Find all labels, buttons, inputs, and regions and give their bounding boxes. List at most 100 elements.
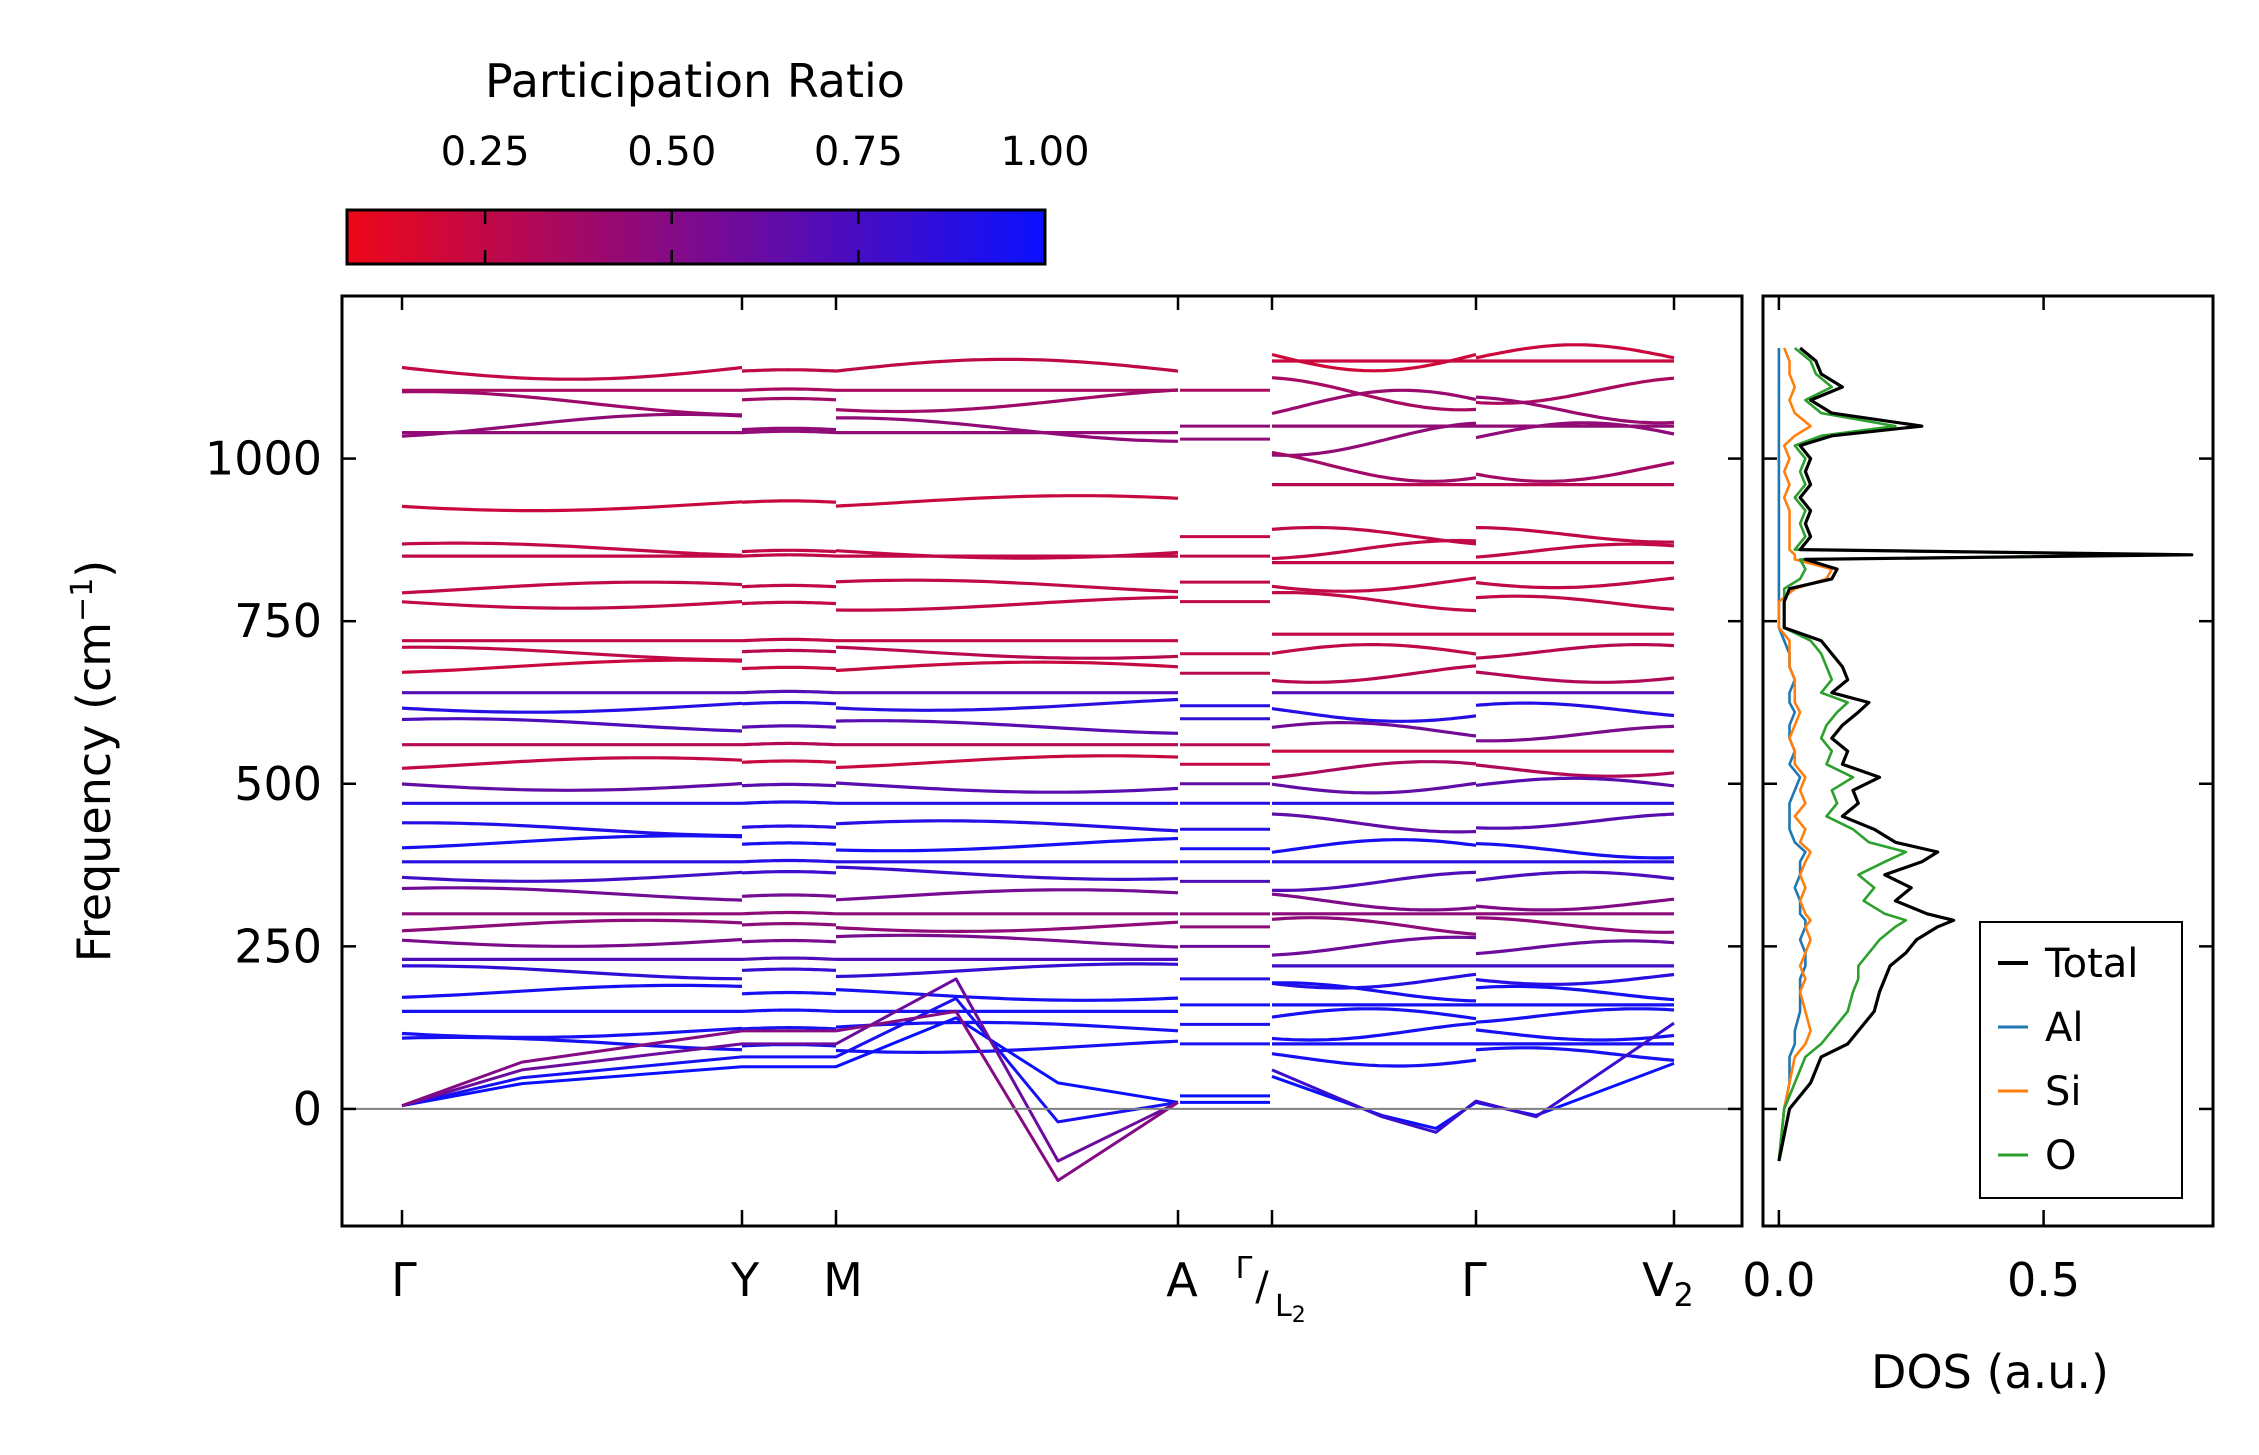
band-line	[401, 937, 743, 948]
band-line	[401, 717, 743, 733]
band-line	[835, 888, 1179, 902]
band-line	[835, 357, 1179, 373]
tick-label-a: A	[1166, 1253, 1198, 1307]
tick-label-l: L2	[1275, 1289, 1306, 1328]
band-line	[1271, 450, 1477, 483]
y-tick-label: 500	[234, 757, 322, 811]
dos-x-ticks: 0.0 0.5	[1742, 296, 2080, 1307]
band-line	[835, 660, 1179, 673]
band-line	[835, 920, 1179, 933]
band-line	[401, 870, 743, 883]
y-axis-title-close: )	[67, 560, 121, 578]
band-line	[1271, 892, 1477, 912]
dos-panel: 0.0 0.5 DOS (a.u.) Total Al Si O	[1742, 294, 2215, 1399]
band-line	[401, 918, 743, 933]
band-line	[1475, 576, 1675, 590]
band-line	[741, 893, 837, 898]
tick-label-gamma: Γ	[391, 1253, 417, 1307]
band-line	[1271, 972, 1477, 990]
colorbar-gradient	[345, 208, 1047, 266]
band-line	[741, 600, 837, 606]
band-line	[741, 548, 837, 554]
band-line	[741, 583, 837, 589]
band-line	[741, 841, 837, 846]
band-line	[835, 494, 1179, 508]
band-line	[741, 1008, 837, 1013]
dos-y-ticks	[1763, 457, 2213, 1111]
band-line	[741, 824, 837, 829]
band-line	[835, 697, 1179, 712]
band-line	[835, 781, 1179, 794]
band-line	[1475, 421, 1675, 440]
dos-x-axis-title: DOS (a.u.)	[1871, 1345, 2109, 1399]
band-line	[835, 754, 1179, 770]
band-line	[1475, 763, 1675, 778]
colorbar-title: Participation Ratio	[485, 54, 905, 108]
band-line	[1271, 576, 1477, 593]
band-line	[1475, 812, 1675, 830]
tick-label-v-main: V	[1642, 1253, 1674, 1307]
phonon-bands	[401, 343, 1675, 1182]
band-line	[1475, 670, 1675, 684]
band-line	[1271, 643, 1477, 656]
dispersion-frame	[340, 294, 1744, 1228]
band-line	[741, 553, 837, 558]
band-line	[741, 938, 837, 944]
band-line	[1271, 1007, 1477, 1021]
tick-label-slash: /	[1255, 1264, 1269, 1310]
dos-series-o	[1777, 346, 2162, 1162]
band-line	[741, 429, 837, 435]
band-line	[401, 977, 1179, 1163]
band-line	[835, 865, 1179, 881]
band-line	[835, 1020, 1179, 1033]
band-line	[401, 983, 743, 999]
band-line	[401, 390, 743, 417]
band-line	[401, 500, 743, 513]
band-line	[741, 700, 837, 706]
colorbar-ticks: 0.25 0.50 0.75 1.00	[441, 129, 1090, 264]
band-line	[401, 886, 743, 902]
band-line	[741, 800, 837, 805]
band-line	[835, 645, 1179, 660]
legend-label-si: Si	[2045, 1069, 2082, 1115]
band-line	[1475, 870, 1675, 882]
band-line	[741, 637, 837, 643]
band-line	[1271, 721, 1477, 738]
band-line	[401, 1035, 743, 1052]
y-axis-title: Frequency (cm−1)	[65, 560, 121, 963]
band-line	[741, 858, 837, 864]
band-line	[741, 387, 837, 392]
band-line	[741, 426, 837, 432]
colorbar-tick-label: 1.00	[1000, 129, 1089, 175]
band-line	[1475, 594, 1675, 611]
colorbar: Participation Ratio 0.25 0.50 0.75 1.00	[345, 54, 1090, 266]
band-line	[835, 933, 1179, 949]
band-line	[1475, 1028, 1675, 1042]
band-line	[1475, 972, 1675, 986]
band-line	[741, 689, 837, 695]
band-line	[401, 645, 743, 662]
band-line	[401, 1016, 1179, 1108]
band-line	[401, 365, 743, 381]
band-line	[741, 665, 837, 671]
band-line	[835, 836, 1179, 853]
band-line	[1475, 395, 1675, 425]
band-line	[1475, 984, 1675, 1002]
band-line	[1271, 388, 1477, 416]
dispersion-y-ticks: 0 250 500 750 1000	[205, 432, 1742, 1136]
band-line	[835, 988, 1179, 1002]
band-line	[741, 396, 837, 402]
band-line	[741, 499, 837, 504]
legend-label-total: Total	[2044, 941, 2138, 987]
band-line	[741, 922, 837, 927]
band-line	[1271, 538, 1477, 561]
band-line	[1475, 1007, 1675, 1024]
band-line	[1271, 421, 1477, 457]
dos-series-total	[1777, 346, 2194, 1162]
band-line	[1271, 1021, 1477, 1042]
band-line	[1475, 897, 1675, 912]
tick-label-m: M	[823, 1253, 863, 1307]
band-line	[401, 658, 743, 674]
band-line	[1475, 842, 1675, 860]
